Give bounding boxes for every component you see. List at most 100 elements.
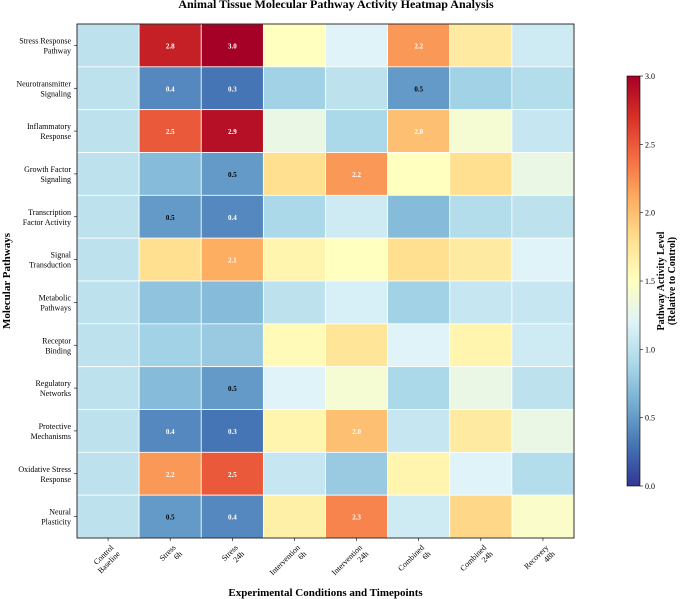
heatmap-cell [387,237,451,282]
x-tick-label: Stress24h [220,543,246,569]
heatmap-cell [325,237,389,282]
y-tick-label: Metabolic Pathways [39,293,72,312]
colorbar-tick-label: 2.0 [645,209,655,218]
heatmap-cell [262,280,326,325]
y-axis-ticks: Stress Response Pathway Neurotransmitter Si… [16,36,77,527]
heatmap-cell [76,451,140,496]
colorbar-label: Pathway Activity Level(Relative to Contr… [656,231,678,330]
plot-frame [76,23,575,539]
heatmap-cell [325,323,389,368]
cell-value-label: 2.5 [166,128,175,136]
y-tick-label: Neurotransmitter Signaling [16,79,71,98]
chart-title: Animal Tissue Molecular Pathway Activity… [178,0,494,11]
heatmap-cell [449,451,513,496]
heatmap-cell [511,366,575,410]
heatmap-cell [76,152,140,196]
cell-value-label: 3.0 [228,42,237,50]
cell-value-label: 2.0 [414,128,423,136]
y-tick-label: Stress Response Pathway [19,36,71,55]
heatmap-cell [511,280,575,325]
x-tick-label: Recovery48h [522,543,556,577]
cell-value-label: 0.5 [228,385,237,393]
colorbar-tick-label: 2.5 [645,140,655,149]
heatmap-cell [76,109,140,153]
heatmap-cell [262,237,326,282]
heatmap-cell [138,237,202,282]
y-tick-label: Neural Plasticity [41,508,72,527]
heatmap-cell [511,323,575,368]
cell-value-label: 0.5 [166,214,175,222]
heatmap-cell [325,366,389,410]
heatmap-cell [449,194,513,239]
heatmap-cell [200,409,264,453]
heatmap-cell [262,409,326,453]
heatmap-cell [449,409,513,453]
heatmap-cell [511,152,575,196]
heatmap-cell [76,23,140,68]
heatmap-cell [387,66,451,111]
cell-value-label: 2.1 [228,257,237,265]
heatmap-cell [262,66,326,111]
cell-value-labels: 2.8 3.0 2.2 0.4 0.3 0.5 2.5 2.9 2.0 0.5 2.2 0.5 0.4 2… [166,42,424,521]
heatmap-cell [325,409,389,453]
cell-value-label: 0.4 [166,428,175,436]
heatmap-cell [262,23,326,68]
heatmap-cell [325,109,389,153]
heatmap-cell [449,109,513,153]
heatmap-cell [325,280,389,325]
heatmap-cell [325,451,389,496]
heatmap-cell [138,23,202,68]
heatmap-cell [138,152,202,196]
heatmap-cell [76,280,140,325]
heatmap-cell [76,409,140,453]
heatmap-cell [138,366,202,410]
cell-value-label: 0.4 [228,514,237,522]
x-axis-label: Experimental Conditions and Timepoints [228,587,423,599]
heatmap-cell [511,23,575,68]
x-tick-label: ControlBaseline [90,543,123,576]
heatmap-cell [387,323,451,368]
heatmap-cell [76,66,140,111]
heatmap-cell [76,323,140,368]
heatmap-cell [387,409,451,453]
cell-value-label: 2.2 [166,471,175,479]
heatmap-cell [76,366,140,410]
heatmap-cell [325,194,389,239]
heatmap-cell [200,323,264,368]
cell-value-label: 0.5 [228,171,237,179]
heatmap-cell [200,23,264,68]
cell-value-label: 2.2 [352,171,361,179]
cell-value-label: 0.4 [228,214,237,222]
y-axis-label: Molecular Pathways [1,232,13,329]
heatmap-cell [200,451,264,496]
heatmap-cell [325,23,389,68]
heatmap-cell [511,451,575,496]
heatmap-cell [387,152,451,196]
heatmap-cell [387,366,451,410]
cell-value-label: 2.8 [166,42,175,50]
cell-value-label: 0.4 [166,85,175,93]
heatmap-cell [76,237,140,282]
heatmap-cell [76,194,140,239]
y-tick-label: Inflammatory Response [27,122,71,141]
heatmap-cell [511,409,575,453]
heatmap-cell [387,280,451,325]
heatmap-cell [449,280,513,325]
heatmap-cell [511,194,575,239]
heatmap-cell [200,494,264,539]
heatmap-cell [449,323,513,368]
heatmap-cell [138,451,202,496]
heatmap-cell [262,323,326,368]
y-tick-label: Regulatory Networks [35,379,71,398]
heatmap-cell [449,366,513,410]
heatmap-cell [449,237,513,282]
heatmap-cell [449,23,513,68]
colorbar-tick-label: 0.0 [645,482,655,491]
heatmap-cell [138,494,202,539]
cell-value-label: 2.0 [352,428,361,436]
heatmap-cell [262,109,326,153]
colorbar-tick-label: 1.5 [645,277,655,286]
x-tick-label: Intervention24h [330,543,370,583]
cell-value-label: 2.2 [414,42,423,50]
heatmap-cell [511,66,575,111]
